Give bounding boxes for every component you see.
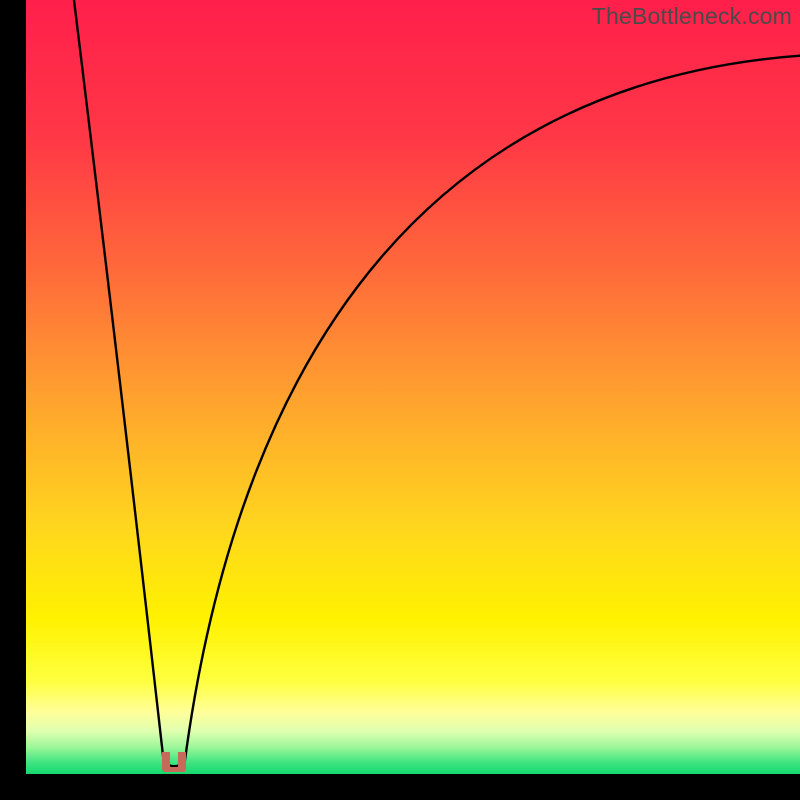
watermark-text: TheBottleneck.com xyxy=(592,3,792,30)
gradient-background xyxy=(26,0,800,774)
curve-layer xyxy=(26,0,800,774)
u-marker-icon xyxy=(162,752,186,772)
sweet-spot-marker xyxy=(162,752,186,772)
plot-area xyxy=(26,0,800,774)
